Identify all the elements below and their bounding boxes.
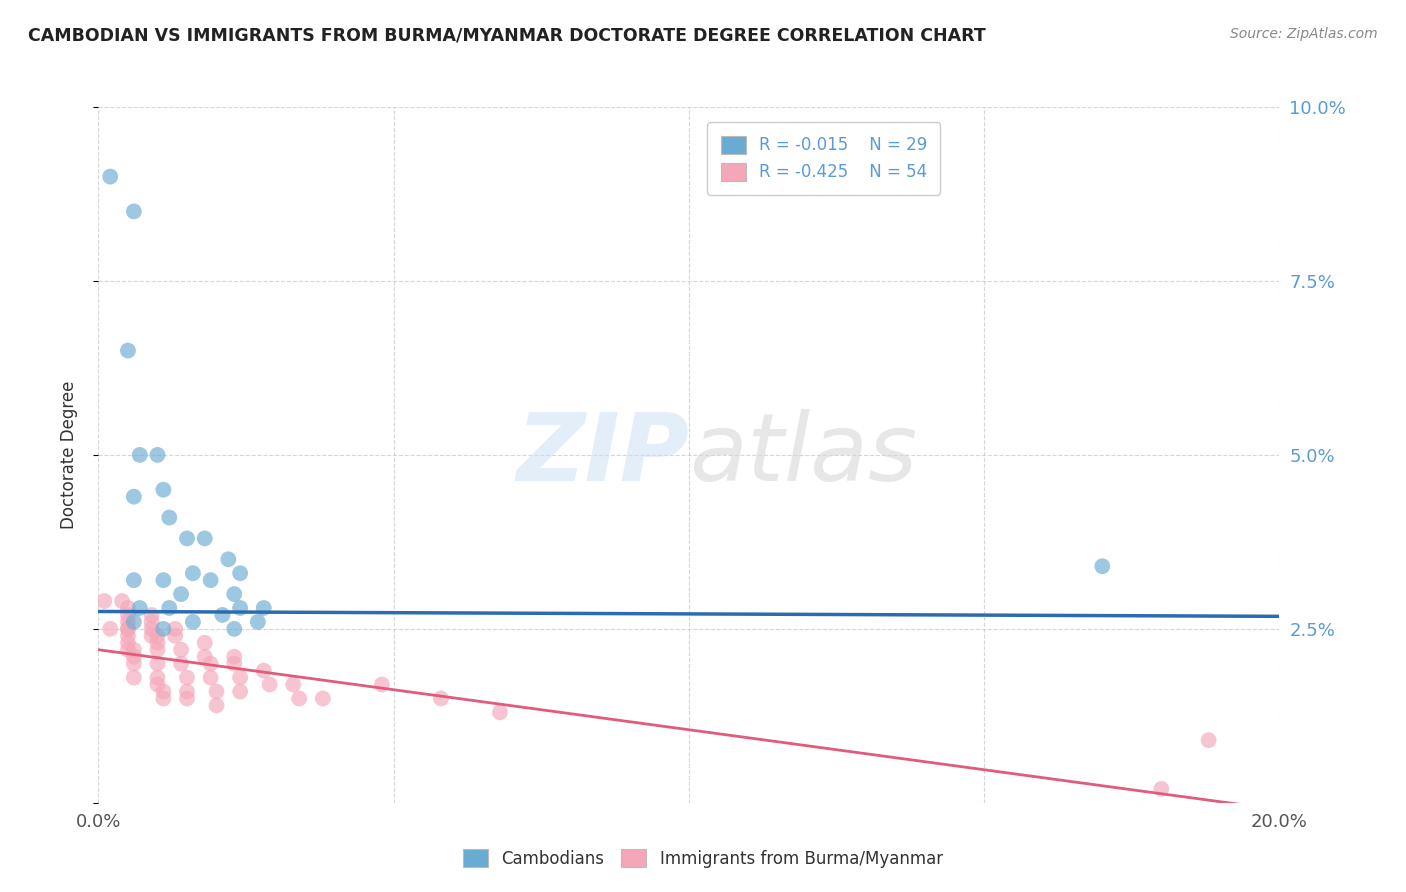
- Point: [117, 622, 139, 636]
- Point: [117, 622, 139, 636]
- Point: [122, 649, 145, 664]
- Point: [117, 642, 139, 657]
- Point: [146, 642, 169, 657]
- Point: [200, 671, 222, 685]
- Point: [224, 649, 246, 664]
- Point: [152, 684, 174, 698]
- Legend: Cambodians, Immigrants from Burma/Myanmar: Cambodians, Immigrants from Burma/Myanma…: [451, 838, 955, 880]
- Point: [146, 671, 169, 685]
- Text: Source: ZipAtlas.com: Source: ZipAtlas.com: [1230, 27, 1378, 41]
- Point: [141, 622, 163, 636]
- Point: [117, 607, 139, 622]
- Text: CAMBODIAN VS IMMIGRANTS FROM BURMA/MYANMAR DOCTORATE DEGREE CORRELATION CHART: CAMBODIAN VS IMMIGRANTS FROM BURMA/MYANM…: [28, 27, 986, 45]
- Point: [194, 649, 217, 664]
- Point: [122, 657, 145, 671]
- Point: [122, 204, 145, 219]
- Point: [152, 483, 174, 497]
- Point: [205, 698, 228, 713]
- Point: [146, 636, 169, 650]
- Point: [122, 615, 145, 629]
- Point: [117, 629, 139, 643]
- Point: [128, 448, 150, 462]
- Point: [93, 594, 115, 608]
- Point: [128, 601, 150, 615]
- Point: [165, 629, 187, 643]
- Point: [98, 169, 121, 184]
- Point: [157, 510, 180, 524]
- Point: [288, 691, 311, 706]
- Point: [283, 677, 305, 691]
- Legend: R = -0.015    N = 29, R = -0.425    N = 54: R = -0.015 N = 29, R = -0.425 N = 54: [707, 122, 941, 194]
- Point: [312, 691, 335, 706]
- Point: [246, 615, 269, 629]
- Point: [141, 607, 163, 622]
- Point: [170, 657, 193, 671]
- Point: [229, 601, 252, 615]
- Point: [165, 622, 187, 636]
- Point: [194, 636, 217, 650]
- Point: [430, 691, 453, 706]
- Point: [152, 691, 174, 706]
- Point: [259, 677, 281, 691]
- Y-axis label: Doctorate Degree: Doctorate Degree: [59, 381, 77, 529]
- Point: [117, 636, 139, 650]
- Point: [141, 615, 163, 629]
- Point: [176, 532, 198, 546]
- Point: [1198, 733, 1220, 747]
- Point: [157, 601, 180, 615]
- Point: [111, 594, 134, 608]
- Point: [224, 587, 246, 601]
- Point: [122, 671, 145, 685]
- Point: [176, 691, 198, 706]
- Point: [122, 573, 145, 587]
- Point: [371, 677, 394, 691]
- Point: [122, 642, 145, 657]
- Point: [229, 684, 252, 698]
- Point: [200, 573, 222, 587]
- Point: [211, 607, 233, 622]
- Point: [229, 671, 252, 685]
- Point: [122, 490, 145, 504]
- Point: [117, 343, 139, 358]
- Point: [170, 587, 193, 601]
- Point: [146, 448, 169, 462]
- Point: [170, 642, 193, 657]
- Point: [224, 622, 246, 636]
- Point: [194, 532, 217, 546]
- Point: [181, 615, 204, 629]
- Point: [224, 657, 246, 671]
- Point: [152, 622, 174, 636]
- Point: [176, 671, 198, 685]
- Point: [146, 629, 169, 643]
- Point: [98, 622, 121, 636]
- Point: [253, 601, 276, 615]
- Point: [117, 615, 139, 629]
- Point: [141, 629, 163, 643]
- Point: [146, 657, 169, 671]
- Text: atlas: atlas: [689, 409, 917, 500]
- Point: [152, 573, 174, 587]
- Text: ZIP: ZIP: [516, 409, 689, 501]
- Point: [1091, 559, 1114, 574]
- Point: [146, 677, 169, 691]
- Point: [181, 566, 204, 581]
- Point: [205, 684, 228, 698]
- Point: [176, 684, 198, 698]
- Point: [229, 566, 252, 581]
- Point: [200, 657, 222, 671]
- Point: [253, 664, 276, 678]
- Point: [117, 601, 139, 615]
- Point: [1150, 781, 1173, 796]
- Point: [489, 706, 512, 720]
- Point: [217, 552, 239, 566]
